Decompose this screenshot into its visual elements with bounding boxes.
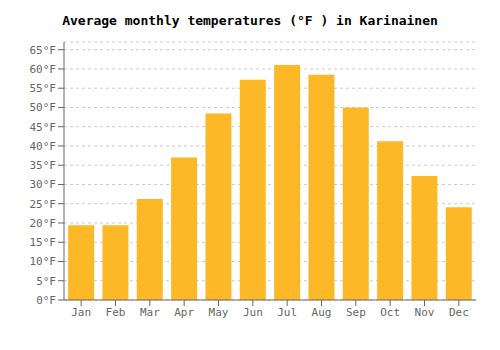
svg-text:50°F: 50°F (30, 101, 57, 114)
svg-text:55°F: 55°F (30, 82, 57, 95)
svg-text:Feb: Feb (106, 306, 126, 319)
svg-text:Jul: Jul (277, 306, 297, 319)
svg-text:Nov: Nov (415, 306, 435, 319)
svg-text:35°F: 35°F (30, 159, 57, 172)
svg-text:0°F: 0°F (36, 294, 56, 307)
svg-text:15°F: 15°F (30, 236, 57, 249)
svg-text:25°F: 25°F (30, 198, 57, 211)
svg-text:Oct: Oct (380, 306, 400, 319)
svg-text:Dec: Dec (449, 306, 469, 319)
html-text:Average monthly temperatures (: Average monthly temperatures (°F ) in Ka… (62, 13, 438, 28)
svg-text:May: May (209, 306, 229, 319)
svg-text:45°F: 45°F (30, 121, 57, 134)
svg-text:Sep: Sep (346, 306, 366, 319)
svg-text:Jan: Jan (71, 306, 91, 319)
svg-text:Mar: Mar (140, 306, 160, 319)
svg-text:10°F: 10°F (30, 255, 57, 268)
svg-text:Jun: Jun (243, 306, 263, 319)
svg-text:60°F: 60°F (30, 63, 57, 76)
svg-text:Apr: Apr (174, 306, 194, 319)
svg-text:65°F: 65°F (30, 44, 57, 57)
svg-text:5°F: 5°F (36, 275, 56, 288)
svg-text:20°F: 20°F (30, 217, 57, 230)
svg-text:40°F: 40°F (30, 140, 57, 153)
svg-text:30°F: 30°F (30, 178, 57, 191)
svg-text:Aug: Aug (312, 306, 332, 319)
